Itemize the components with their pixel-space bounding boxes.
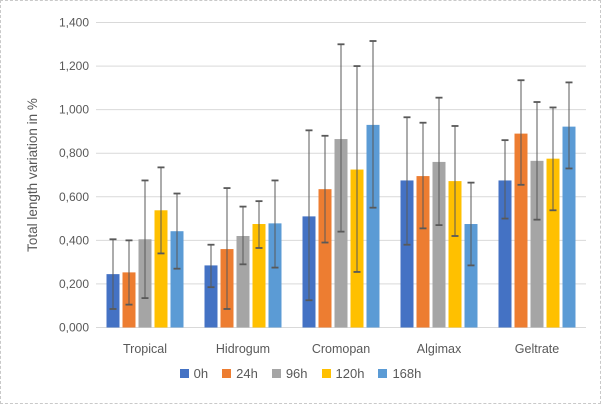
bar-120h-Geltrate: [546, 158, 560, 328]
legend-swatch-icon: [222, 369, 232, 378]
bar-96h-Cromopan: [334, 139, 348, 328]
bar-0h-Algimax: [400, 180, 414, 328]
legend-item-0h: 0h: [179, 366, 209, 381]
legend-label: 96h: [285, 366, 308, 381]
bar-168h-Algimax: [464, 224, 478, 328]
bar-0h-Hidrogum: [204, 265, 218, 328]
bar-168h-Geltrate: [562, 126, 576, 328]
bar-168h-Hidrogum: [268, 223, 282, 328]
legend-swatch-icon: [271, 369, 281, 378]
bar-series: [106, 124, 576, 328]
legend-label: 0h: [193, 366, 209, 381]
category-label: Tropical: [123, 342, 167, 356]
y-axis-title: Total length variation in %: [25, 98, 40, 252]
legend-swatch-icon: [179, 369, 189, 378]
legend-swatch-icon: [321, 369, 331, 378]
chart-legend: 0h 24h 96h 120h 168h: [1, 367, 600, 380]
bar-96h-Hidrogum: [236, 236, 250, 328]
bar-168h-Cromopan: [366, 124, 380, 328]
legend-label: 24h: [236, 366, 258, 381]
y-tick-label: 0,000: [59, 321, 89, 335]
bar-0h-Geltrate: [498, 180, 512, 328]
y-axis-tick-labels: 0,000 0,200 0,400 0,600 0,800 1,000 1,200 1,400: [59, 16, 89, 335]
bar-168h-Tropical: [170, 231, 184, 328]
category-label: Cromopan: [312, 342, 370, 356]
legend-label: 168h: [392, 366, 422, 381]
error-bars: [109, 40, 573, 310]
legend-label: 120h: [335, 366, 365, 381]
bar-120h-Tropical: [154, 210, 168, 328]
bar-24h-Geltrate: [514, 133, 528, 328]
category-label: Hidrogum: [216, 342, 270, 356]
legend-item-24h: 24h: [222, 367, 258, 380]
category-label: Geltrate: [515, 342, 560, 356]
category-label: Algimax: [417, 342, 462, 356]
y-tick-label: 1,400: [59, 16, 89, 30]
x-axis-category-labels: Tropical Hidrogum Cromopan Algimax Geltrate: [123, 342, 559, 356]
legend-swatch-icon: [378, 369, 388, 378]
bar-120h-Hidrogum: [252, 224, 266, 328]
legend-item-96h: 96h: [271, 366, 308, 381]
legend-item-168h: 168h: [378, 367, 421, 380]
y-tick-label: 0,200: [59, 277, 89, 291]
y-tick-label: 0,400: [59, 233, 89, 247]
y-tick-label: 1,000: [59, 103, 89, 117]
bar-24h-Cromopan: [318, 189, 332, 328]
y-tick-label: 1,200: [59, 59, 89, 73]
y-tick-label: 0,600: [59, 190, 89, 204]
bar-96h-Algimax: [432, 161, 446, 328]
bar-96h-Geltrate: [530, 160, 544, 328]
y-tick-label: 0,800: [59, 146, 89, 160]
legend-item-120h: 120h: [321, 366, 365, 381]
bar-24h-Algimax: [416, 176, 430, 328]
bar-120h-Algimax: [448, 181, 462, 328]
